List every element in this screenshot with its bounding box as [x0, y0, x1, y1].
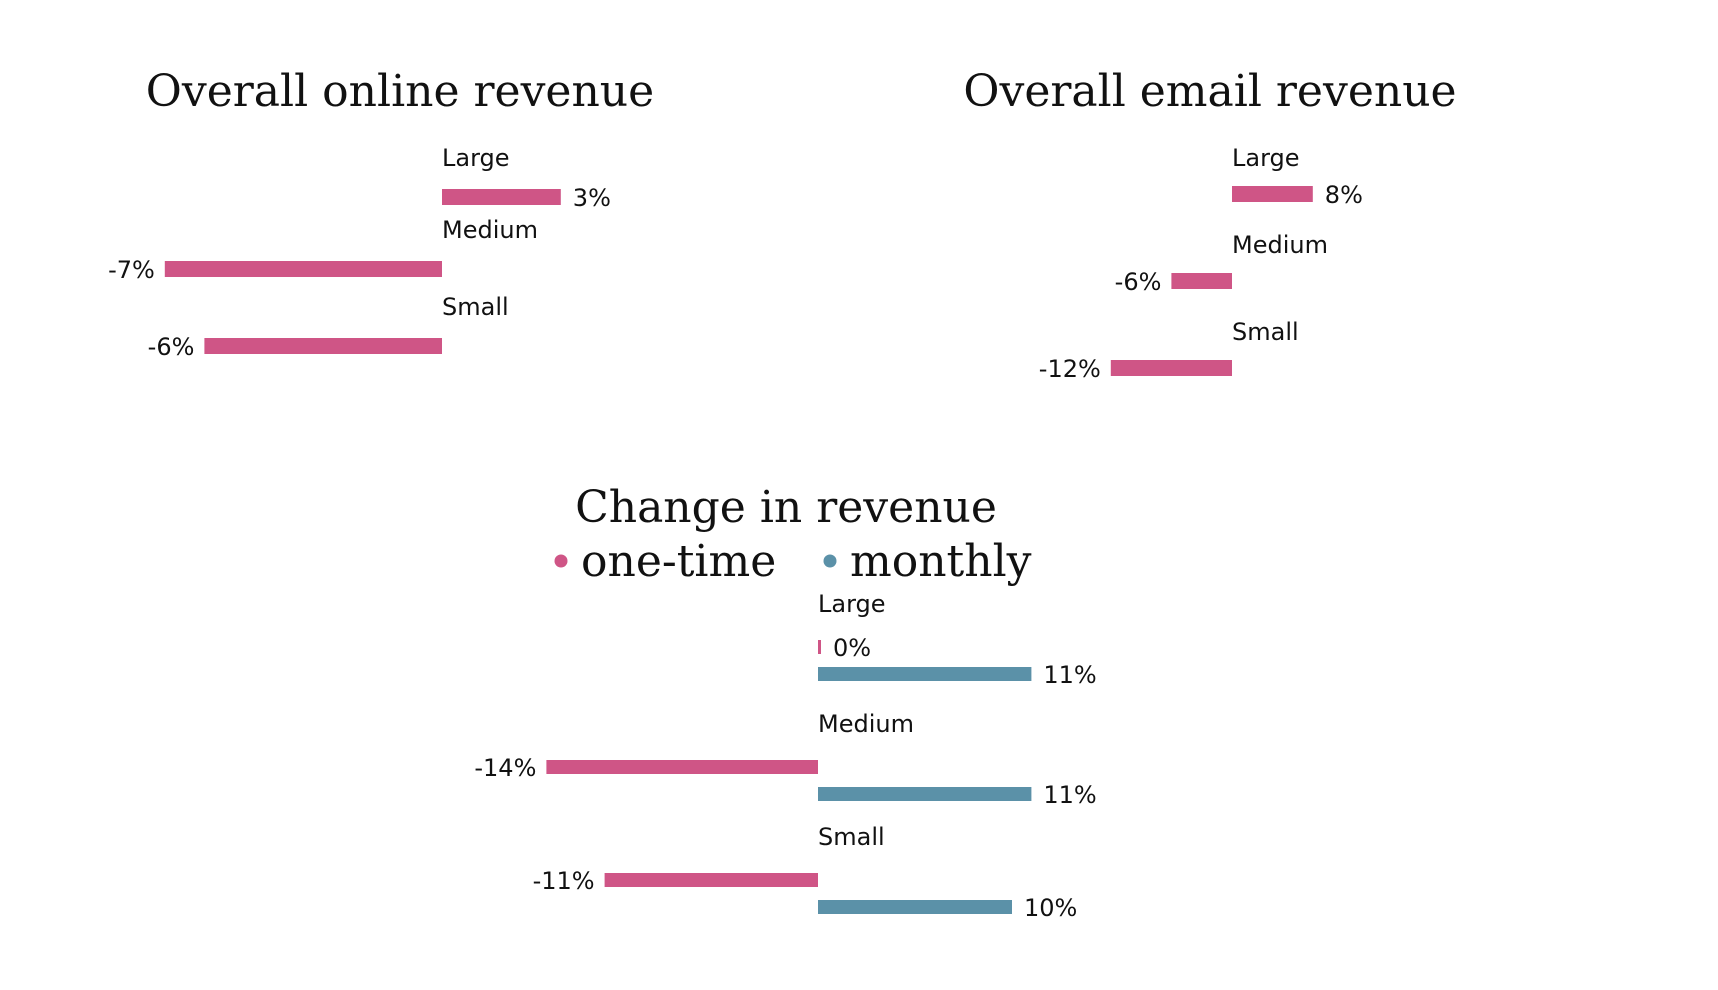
- data-label: 0%: [833, 634, 871, 662]
- bar: [818, 900, 1012, 914]
- chart-title: Overall online revenue: [146, 66, 654, 117]
- legend-marker-one-time: [554, 554, 568, 568]
- bar: [1171, 273, 1232, 289]
- data-label: -11%: [533, 867, 595, 895]
- category-label: Small: [818, 823, 885, 851]
- category-label: Large: [818, 590, 886, 618]
- category-label: Medium: [1232, 231, 1328, 259]
- data-label: 8%: [1325, 181, 1363, 209]
- legend: one-time monthly: [554, 536, 1032, 587]
- chart-email-revenue: Overall email revenue Large 8% Medium -6% Sm…: [963, 66, 1456, 383]
- category-label: Small: [1232, 318, 1299, 346]
- bar: [164, 261, 443, 277]
- data-label: 10%: [1024, 894, 1077, 922]
- chart-online-revenue: Overall online revenue Large 3% Medium -7% S…: [108, 66, 654, 361]
- data-label: -6%: [148, 333, 195, 361]
- data-label: 11%: [1043, 781, 1096, 809]
- chart-title: Overall email revenue: [963, 66, 1456, 117]
- category-label: Large: [442, 144, 510, 172]
- chart-title: Change in revenue: [575, 482, 997, 533]
- legend-label-one-time: one-time: [581, 536, 776, 587]
- bar: [604, 873, 818, 887]
- chart-change-in-revenue: Change in revenue one-time monthly Large…: [474, 482, 1096, 922]
- bar: [442, 189, 561, 205]
- bar: [818, 667, 1032, 681]
- category-label: Medium: [442, 216, 538, 244]
- bar: [1110, 360, 1232, 376]
- data-label: -14%: [474, 754, 536, 782]
- bar: [546, 760, 818, 774]
- bar: [204, 338, 442, 354]
- category-label: Large: [1232, 144, 1300, 172]
- legend-marker-monthly: [823, 554, 837, 568]
- data-label: 11%: [1043, 661, 1096, 689]
- bar: [818, 640, 821, 654]
- data-label: -12%: [1039, 355, 1101, 383]
- data-label: -7%: [108, 256, 155, 284]
- data-label: 3%: [573, 184, 611, 212]
- data-label: -6%: [1115, 268, 1162, 296]
- category-label: Medium: [818, 710, 914, 738]
- legend-label-monthly: monthly: [850, 536, 1032, 587]
- bar: [818, 787, 1032, 801]
- bar: [1232, 186, 1313, 202]
- category-label: Small: [442, 293, 509, 321]
